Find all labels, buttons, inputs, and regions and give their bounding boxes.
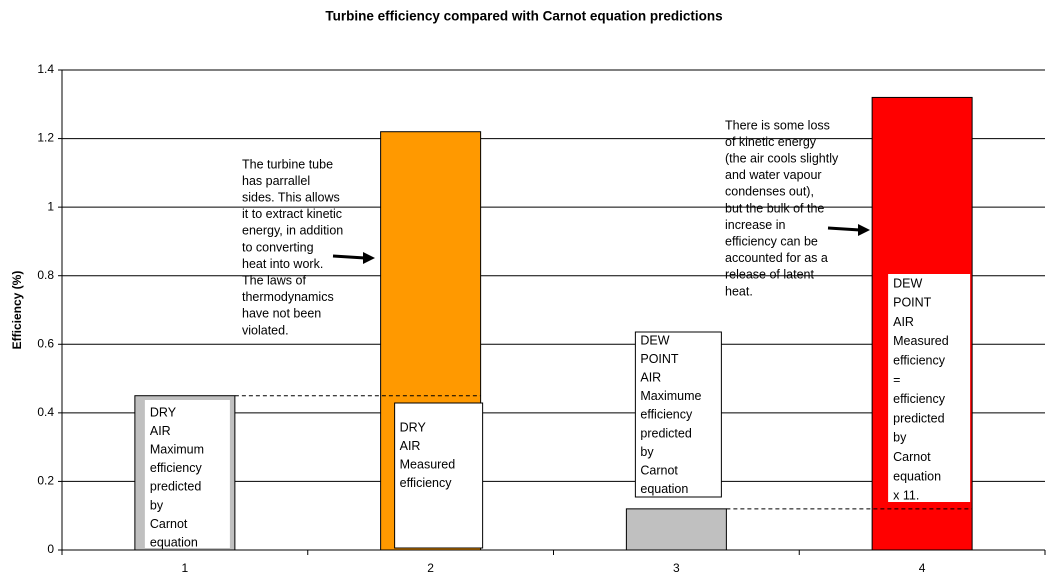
arrow-shaft	[827, 226, 861, 232]
x-tick-label: 2	[427, 561, 434, 575]
y-tick-label: 1.4	[37, 62, 54, 76]
annotation-text: have not been	[242, 307, 321, 321]
annotation-text: equation	[150, 535, 198, 549]
y-tick-label: 0	[47, 542, 54, 556]
annotation-text: predicted	[150, 480, 201, 494]
annotation-text: accounted for as a	[725, 251, 828, 265]
arrow-shaft	[332, 254, 366, 260]
annotation-text: Maximum	[150, 442, 204, 456]
annotation-text: sides. This allows	[242, 190, 340, 204]
annotation-text: efficiency	[893, 392, 946, 406]
annotation-text: it to extract kinetic	[242, 207, 342, 221]
annotation-text: to converting	[242, 240, 314, 254]
annotation-text: and water vapour	[725, 168, 822, 182]
annotation-text: increase in	[725, 218, 785, 232]
annotation-text: Carnot	[150, 517, 188, 531]
annotation-text: by	[893, 431, 907, 445]
annotation-text: (the air cools slightly	[725, 151, 839, 165]
annotation-text: Carnot	[893, 450, 931, 464]
bar	[625, 508, 727, 551]
annotation-text: AIR	[893, 315, 914, 329]
annotation-text: by	[150, 498, 164, 512]
annotation-text: efficiency can be	[725, 234, 818, 248]
annotation-text: x 11.	[893, 489, 919, 503]
annotation-text: thermodynamics	[242, 290, 334, 304]
annotation-text: heat.	[725, 284, 753, 298]
annotation-text: efficiency	[400, 476, 453, 490]
annotation-text: POINT	[640, 352, 679, 366]
y-tick-label: 0.4	[37, 405, 54, 419]
y-axis-label: Efficiency (%)	[10, 271, 24, 350]
annotation-text: AIR	[640, 370, 661, 384]
chart-title: Turbine efficiency compared with Carnot …	[325, 9, 722, 24]
y-tick-label: 0.8	[37, 268, 54, 282]
annotation-box	[634, 331, 722, 498]
annotation-text: AIR	[150, 424, 171, 438]
annotation-text: Carnot	[640, 463, 678, 477]
annotation-text: DEW	[640, 333, 669, 347]
y-tick-label: 0.2	[37, 474, 54, 488]
annotation-text: condenses out),	[725, 185, 814, 199]
annotation-box	[144, 400, 230, 548]
annotation-text: energy, in addition	[242, 224, 343, 238]
annotation-text: DRY	[150, 405, 177, 419]
annotation-text: =	[893, 373, 900, 387]
annotation-text: heat into work.	[242, 257, 323, 271]
annotation-text: predicted	[640, 426, 691, 440]
annotation-text: Measured	[400, 457, 456, 471]
annotation-text: DEW	[893, 276, 922, 290]
y-tick-label: 1.2	[37, 131, 54, 145]
annotation-text: of kinetic energy	[725, 135, 817, 149]
annotation-text: but the bulk of the	[725, 201, 824, 215]
annotation-box	[888, 274, 971, 502]
annotation-text: equation	[640, 482, 688, 496]
x-tick-label: 3	[673, 561, 680, 575]
annotation-text: AIR	[400, 439, 421, 453]
annotation-text: Measured	[893, 334, 949, 348]
annotation-text: Maximume	[640, 389, 701, 403]
x-tick-label: 4	[919, 561, 926, 575]
annotation-text: release of latent	[725, 268, 814, 282]
annotation-text: by	[640, 445, 654, 459]
annotation-text: efficiency	[640, 408, 693, 422]
annotation-text: predicted	[893, 411, 944, 425]
annotation-text: violated.	[242, 323, 289, 337]
x-tick-label: 1	[182, 561, 189, 575]
annotation-text: The turbine tube	[242, 157, 333, 171]
annotation-text: equation	[893, 469, 941, 483]
annotation-text: DRY	[400, 420, 427, 434]
arrow-head	[858, 224, 870, 236]
annotation-text: POINT	[893, 296, 932, 310]
annotation-box	[394, 402, 484, 549]
y-tick-label: 0.6	[37, 336, 54, 350]
annotation-text: has parrallel	[242, 174, 310, 188]
arrow-head	[363, 252, 375, 264]
annotation-text: The laws of	[242, 273, 306, 287]
annotation-text: efficiency	[150, 461, 203, 475]
y-tick-label: 1	[47, 199, 54, 213]
annotation-text: efficiency	[893, 353, 946, 367]
annotation-text: There is some loss	[725, 118, 830, 132]
